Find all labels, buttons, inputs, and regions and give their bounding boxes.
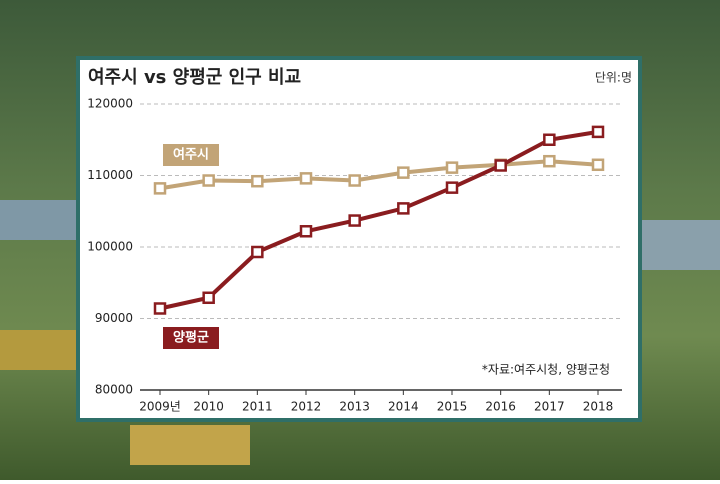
data-point xyxy=(202,291,215,305)
y-tick-label: 120000 xyxy=(87,97,133,111)
source-note: *자료:여주시청, 양평군청 xyxy=(482,363,610,377)
y-tick-label: 90000 xyxy=(95,311,133,325)
data-point xyxy=(153,182,167,195)
field-left xyxy=(0,330,80,370)
y-tick-label: 80000 xyxy=(95,383,133,397)
field-bottom xyxy=(130,425,250,465)
x-tick-label: 2011 xyxy=(242,400,273,414)
data-point xyxy=(397,202,410,215)
chart-card xyxy=(76,56,642,422)
series-label-box xyxy=(163,144,219,166)
y-tick-label: 110000 xyxy=(87,168,133,182)
river-right xyxy=(640,220,720,270)
river-left xyxy=(0,200,80,240)
series-label: 여주시 xyxy=(173,147,209,163)
unit-label: 단위:명 xyxy=(595,71,632,85)
plot-area: 80000 90000 100000 110000 120000 2009년 2010 201… xyxy=(87,97,622,414)
data-point xyxy=(299,225,313,238)
data-point xyxy=(251,174,264,188)
data-point xyxy=(445,181,459,194)
x-tick-label: 2018 xyxy=(583,400,614,414)
series-line xyxy=(159,129,599,311)
series-line xyxy=(159,159,599,191)
data-point xyxy=(299,172,313,185)
data-point xyxy=(543,133,556,146)
series-label: 양평군 xyxy=(173,330,209,346)
data-point xyxy=(591,125,605,139)
x-tick-label: 2012 xyxy=(291,400,322,414)
x-tick-label: 2016 xyxy=(485,400,516,414)
data-point xyxy=(251,245,264,259)
chart-title: 여주시 vs 양평군 인구 비교 xyxy=(88,67,301,88)
x-tick-label: 2009년 xyxy=(139,400,181,414)
data-point xyxy=(591,158,605,172)
data-point xyxy=(202,174,215,187)
data-point xyxy=(494,159,507,172)
data-point xyxy=(153,302,167,315)
x-tick-label: 2017 xyxy=(534,400,565,414)
data-point xyxy=(348,174,361,187)
data-point xyxy=(348,214,361,227)
data-point xyxy=(543,154,556,168)
x-tick-label: 2010 xyxy=(193,400,224,414)
series-label-box xyxy=(163,327,219,349)
x-tick-label: 2015 xyxy=(437,400,468,414)
data-point xyxy=(445,161,459,174)
y-tick-label: 100000 xyxy=(87,240,133,254)
x-tick-label: 2014 xyxy=(388,400,419,414)
x-tick-label: 2013 xyxy=(339,400,370,414)
data-point xyxy=(397,166,410,179)
